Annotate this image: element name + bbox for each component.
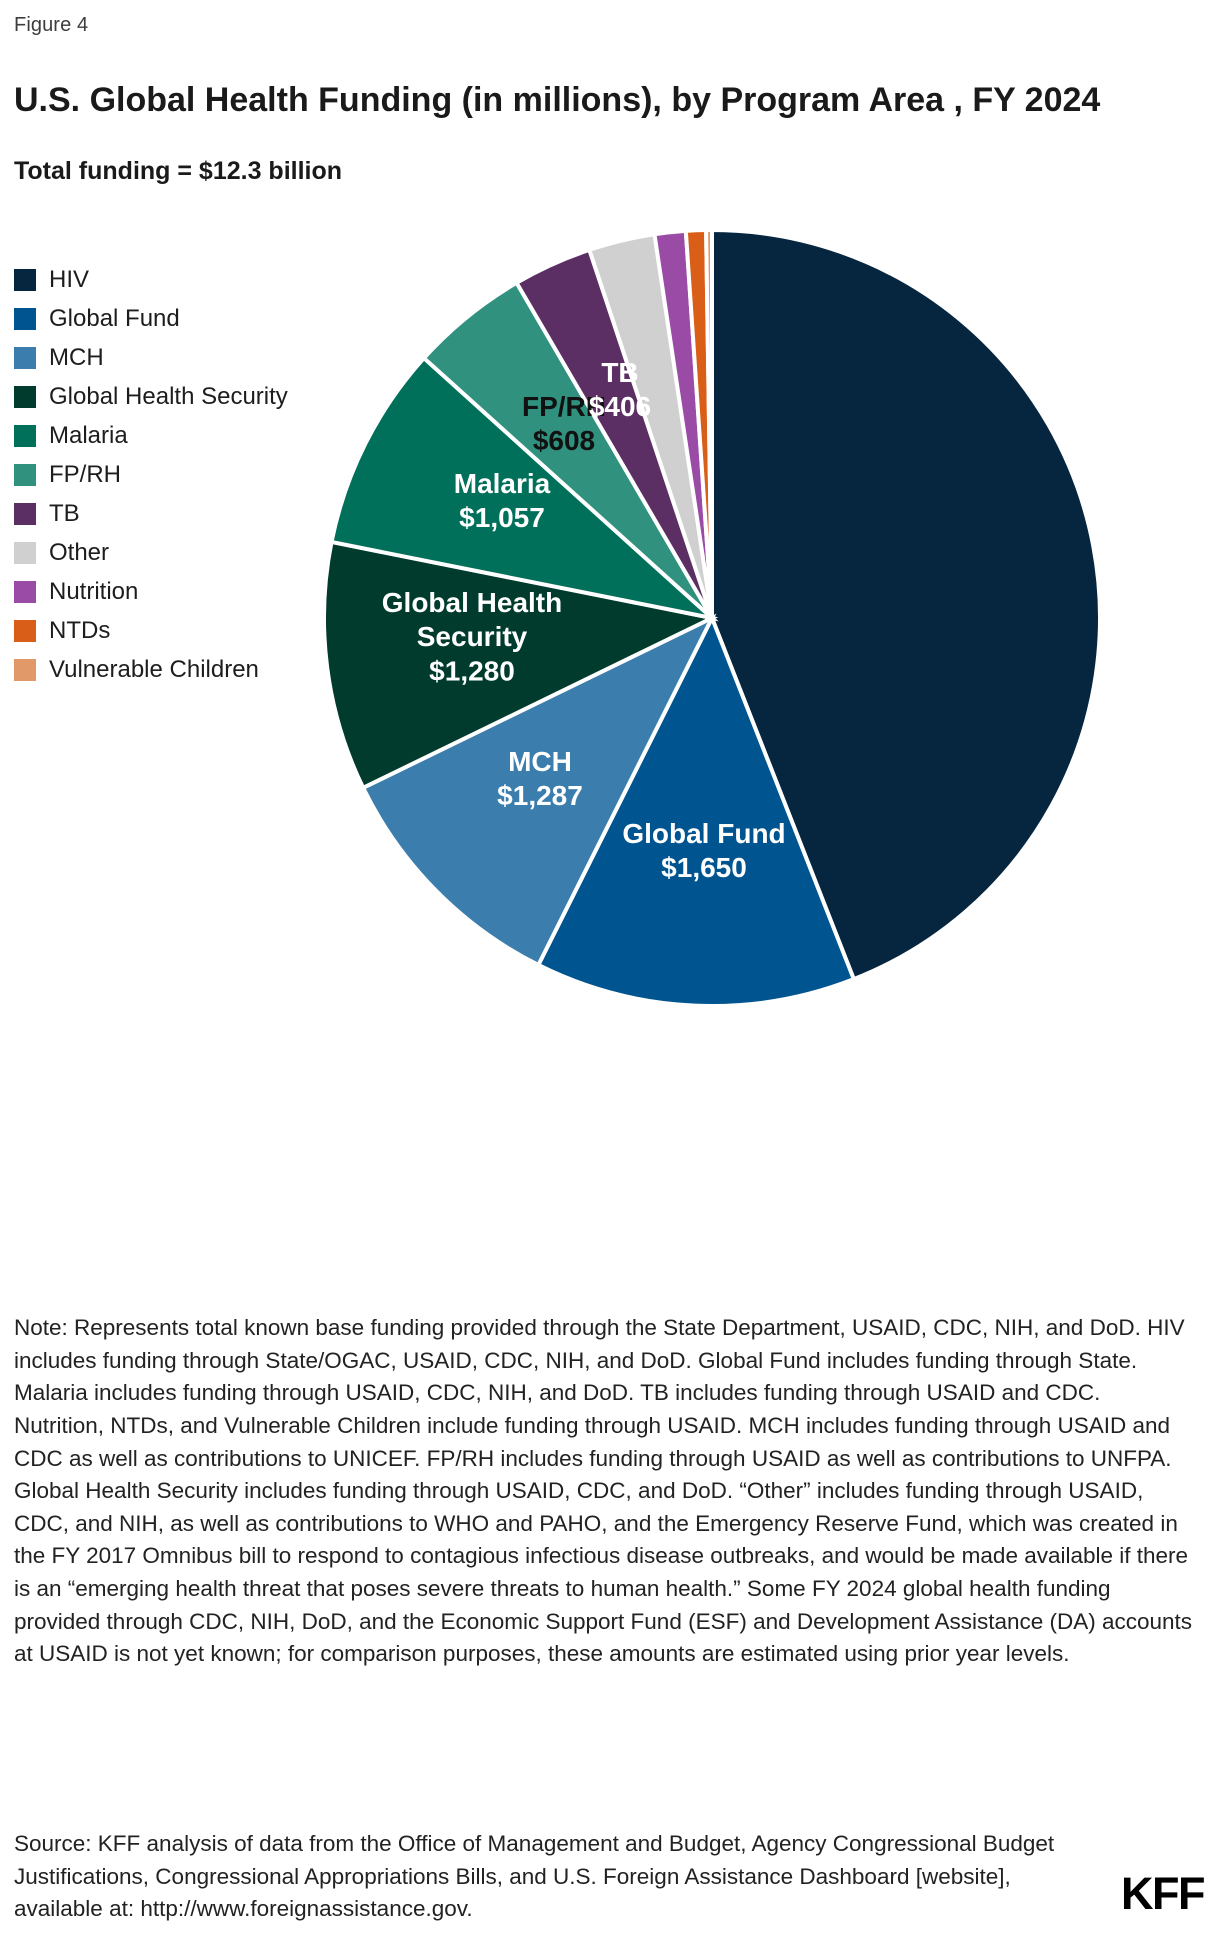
pie-label-line: $1,280: [429, 655, 515, 686]
legend-item-label: Malaria: [49, 421, 128, 449]
legend-item[interactable]: Other: [14, 533, 344, 572]
pie-slice-label-malaria: Malaria $1,057: [454, 468, 551, 533]
pie-slice-label-fp-rh: FP/RH $608: [522, 391, 606, 456]
figure-label: Figure 4: [14, 14, 89, 36]
legend-item[interactable]: HIV: [14, 260, 344, 299]
chart-area: HIV Global Fund MCH Global Health Security M…: [0, 230, 1220, 1060]
legend-item-label: Other: [49, 538, 110, 566]
legend-swatch-icon: [14, 502, 36, 525]
legend-swatch-icon: [14, 346, 36, 369]
legend-item[interactable]: Global Health Security: [14, 377, 344, 416]
pie-slice-label-mch: MCH $1,287: [497, 746, 583, 811]
legend-item-label: Nutrition: [49, 577, 139, 605]
pie-label-line: Global Fund: [622, 818, 785, 849]
legend-item[interactable]: TB: [14, 494, 344, 533]
legend-item[interactable]: Nutrition: [14, 572, 344, 611]
pie-label-line: $608: [533, 425, 595, 456]
pie-label-line: Malaria: [454, 468, 551, 499]
page-title: U.S. Global Health Funding (in millions)…: [14, 80, 1101, 119]
chart-source: Source: KFF analysis of data from the Of…: [14, 1831, 1055, 1922]
legend-swatch-icon: [14, 541, 36, 564]
legend-item-label: Global Health Security: [49, 382, 288, 410]
pie-label-line: $1,650: [661, 852, 747, 883]
pie-label-line: $5,44: [1167, 624, 1220, 655]
pie-label-line: Security: [417, 621, 528, 652]
pie-slice-label-global-fund: Global Fund $1,650: [622, 818, 785, 883]
legend-item-label: Vulnerable Children: [49, 655, 259, 683]
legend-item-label: NTDs: [49, 616, 111, 644]
pie-label-line: HIV: [1179, 590, 1220, 621]
pie-label-line: Global Health: [382, 587, 562, 618]
pie-slice-label-tb: TB $406: [589, 357, 651, 422]
pie-slice[interactable]: [360, 613, 717, 968]
legend-item-label: HIV: [49, 265, 90, 293]
pie-slice-label-hiv: HIV$5,44: [1167, 590, 1220, 655]
legend-swatch-icon: [14, 463, 36, 486]
pie-label-line: TB: [601, 357, 638, 388]
pie-label-line: MCH: [508, 746, 572, 777]
legend-item-label: TB: [49, 499, 80, 527]
legend-item[interactable]: MCH: [14, 338, 344, 377]
legend-item[interactable]: Global Fund: [14, 299, 344, 338]
pie-chart: HIV$5,44 Global Fund$1,650 MCH$1,287 Global…: [302, 230, 1220, 1030]
chart-notes: Note: Represents total known base fundin…: [14, 1315, 1193, 1667]
legend-swatch-icon: [14, 658, 36, 681]
legend-swatch-icon: [14, 619, 36, 642]
pie-chart-svg: HIV$5,44 Global Fund$1,650 MCH$1,287 Global…: [322, 230, 1220, 1008]
pie-label-line: $1,287: [497, 780, 583, 811]
legend-item-label: MCH: [49, 343, 104, 371]
legend-swatch-icon: [14, 424, 36, 447]
pie-slice[interactable]: [329, 355, 719, 622]
chart-subtitle: Total funding = $12.3 billion: [14, 157, 343, 185]
legend-swatch-icon: [14, 307, 36, 330]
kff-logo: KFF: [1121, 1868, 1205, 1919]
chart-legend: HIV Global Fund MCH Global Health Security M…: [14, 260, 344, 689]
legend-item-label: Global Fund: [49, 304, 180, 332]
pie-slice-label-global-health-security: Global Health Security $1,280: [382, 587, 562, 686]
pie-label-line: $1,057: [459, 502, 545, 533]
pie-slice[interactable]: [710, 230, 1102, 982]
pie-slice[interactable]: [322, 539, 719, 791]
legend-swatch-icon: [14, 580, 36, 603]
pie-label-line: $406: [589, 391, 651, 422]
legend-item-label: FP/RH: [49, 460, 121, 488]
pie-slice[interactable]: [704, 230, 714, 619]
legend-swatch-icon: [14, 268, 36, 291]
pie-label-line: FP/RH: [522, 391, 606, 422]
pie-slice[interactable]: [535, 613, 857, 1008]
legend-item[interactable]: Malaria: [14, 416, 344, 455]
legend-item[interactable]: FP/RH: [14, 455, 344, 494]
legend-item[interactable]: NTDs: [14, 611, 344, 650]
legend-swatch-icon: [14, 385, 36, 408]
legend-item[interactable]: Vulnerable Children: [14, 650, 344, 689]
